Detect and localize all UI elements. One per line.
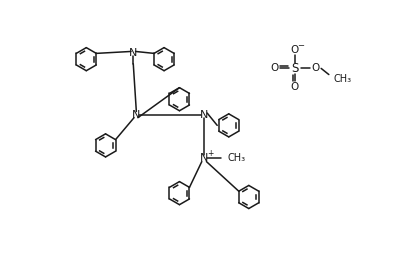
- Text: N: N: [200, 110, 208, 119]
- Text: O: O: [291, 82, 299, 92]
- Text: CH₃: CH₃: [334, 74, 352, 84]
- Text: N: N: [132, 110, 141, 119]
- Text: N: N: [200, 154, 208, 163]
- Text: CH₃: CH₃: [227, 154, 245, 163]
- Text: O: O: [291, 45, 299, 55]
- Text: O: O: [312, 63, 320, 73]
- Text: N: N: [129, 48, 138, 58]
- Text: −: −: [297, 42, 304, 51]
- Text: O: O: [270, 63, 278, 73]
- Text: S: S: [291, 62, 299, 75]
- Text: +: +: [207, 149, 213, 158]
